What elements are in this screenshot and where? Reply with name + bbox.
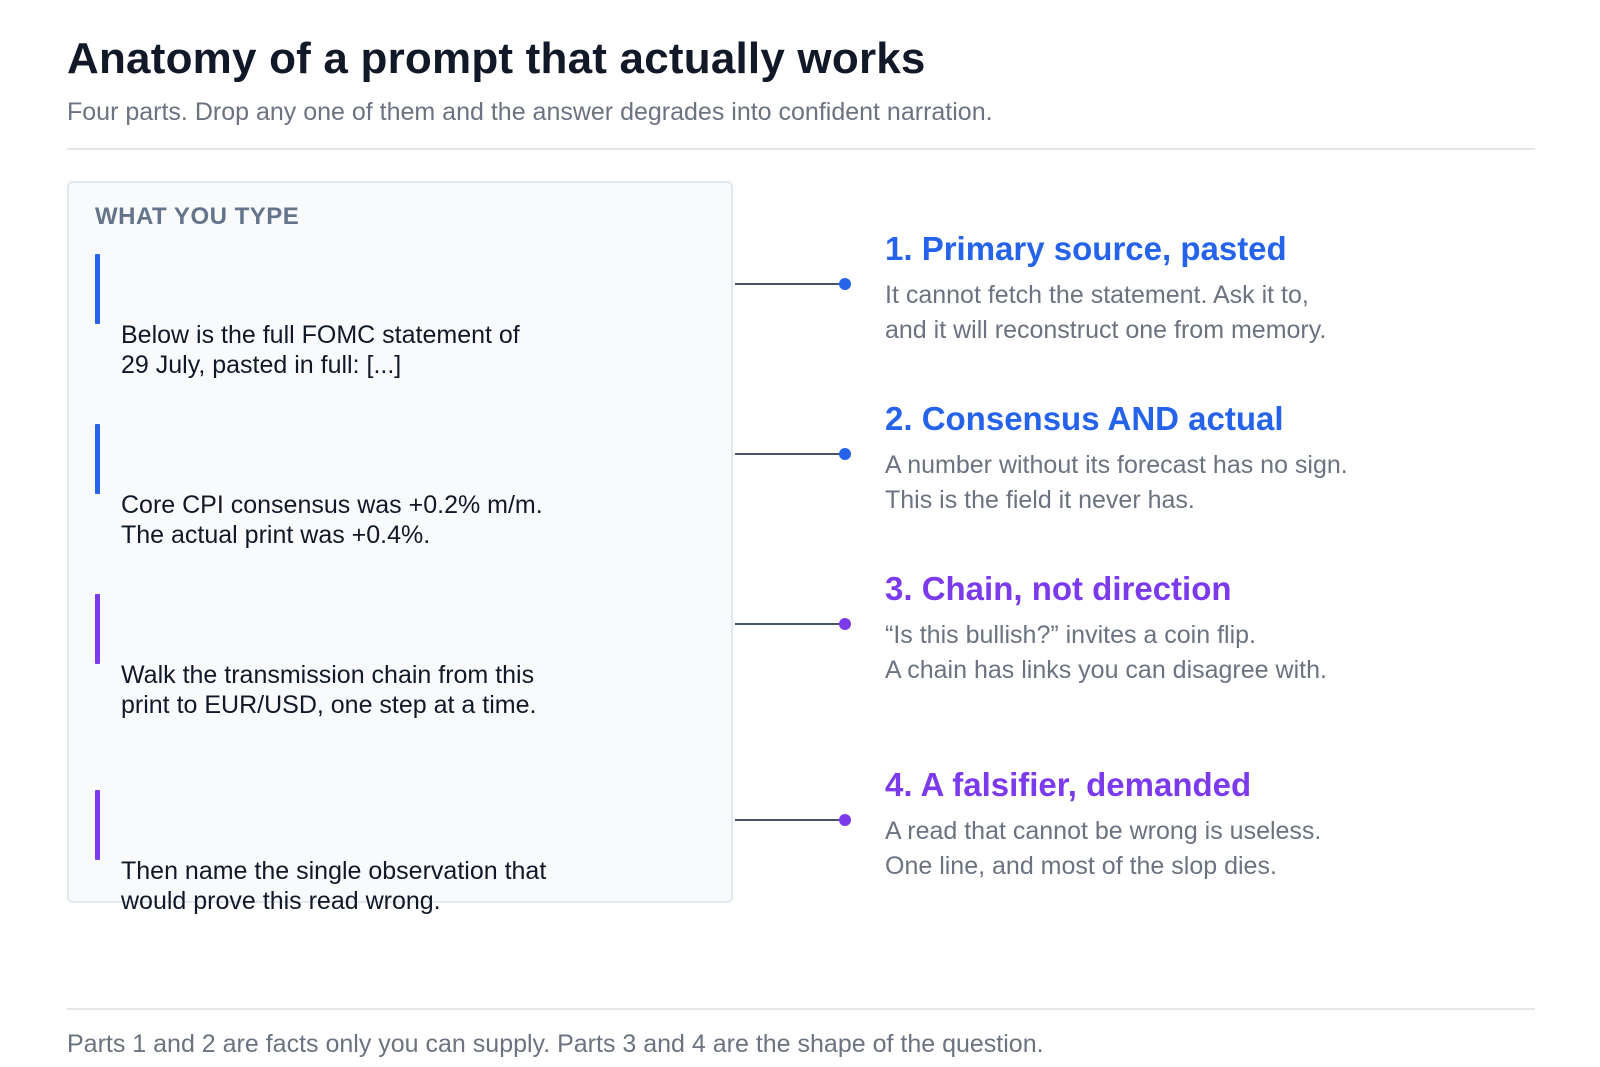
part-description: A number without its forecast has no sig… [885,451,1348,514]
part-description: It cannot fetch the statement. Ask it to… [885,281,1327,344]
page-title: Anatomy of a prompt that actually works [67,34,926,83]
part-3: 3. Chain, not direction “Is this bullish… [885,570,1565,688]
connector-1 [735,278,855,290]
prompt-snippet-3: Walk the transmission chain from this pr… [95,594,721,720]
panel-label: WHAT YOU TYPE [95,203,300,230]
connector-3 [735,618,855,630]
bottom-divider [67,1008,1535,1010]
part-description: “Is this bullish?” invites a coin flip. … [885,621,1327,684]
snippet-accent-bar [95,424,100,494]
prompt-snippet-1: Below is the full FOMC statement of 29 J… [95,254,721,380]
part-2: 2. Consensus AND actual A number without… [885,400,1565,518]
prompt-snippet-4: Then name the single observation that wo… [95,790,721,916]
snippet-accent-bar [95,594,100,664]
snippet-accent-bar [95,254,100,324]
connector-dot [839,448,851,460]
connector-dot [839,618,851,630]
top-divider [67,148,1535,150]
connector-dot [839,814,851,826]
connector-line [735,819,845,821]
snippet-text: Then name the single observation that wo… [121,857,547,915]
footnote: Parts 1 and 2 are facts only you can sup… [67,1030,1044,1058]
part-title: 3. Chain, not direction [885,570,1232,607]
part-title: 1. Primary source, pasted [885,230,1287,267]
part-description: A read that cannot be wrong is useless. … [885,817,1322,880]
part-title: 4. A falsifier, demanded [885,766,1252,803]
part-1: 1. Primary source, pasted It cannot fetc… [885,230,1565,348]
snippet-text: Core CPI consensus was +0.2% m/m. The ac… [121,491,543,549]
connector-4 [735,814,855,826]
connector-line [735,623,845,625]
connector-line [735,283,845,285]
snippet-text: Walk the transmission chain from this pr… [121,661,537,719]
snippet-text: Below is the full FOMC statement of 29 J… [121,321,520,379]
snippet-accent-bar [95,790,100,860]
connector-line [735,453,845,455]
prompt-snippet-2: Core CPI consensus was +0.2% m/m. The ac… [95,424,721,550]
connector-dot [839,278,851,290]
part-4: 4. A falsifier, demanded A read that can… [885,766,1565,884]
prompt-panel: WHAT YOU TYPE Below is the full FOMC sta… [67,181,733,915]
part-title: 2. Consensus AND actual [885,400,1284,437]
page-subtitle: Four parts. Drop any one of them and the… [67,98,993,126]
connector-2 [735,448,855,460]
